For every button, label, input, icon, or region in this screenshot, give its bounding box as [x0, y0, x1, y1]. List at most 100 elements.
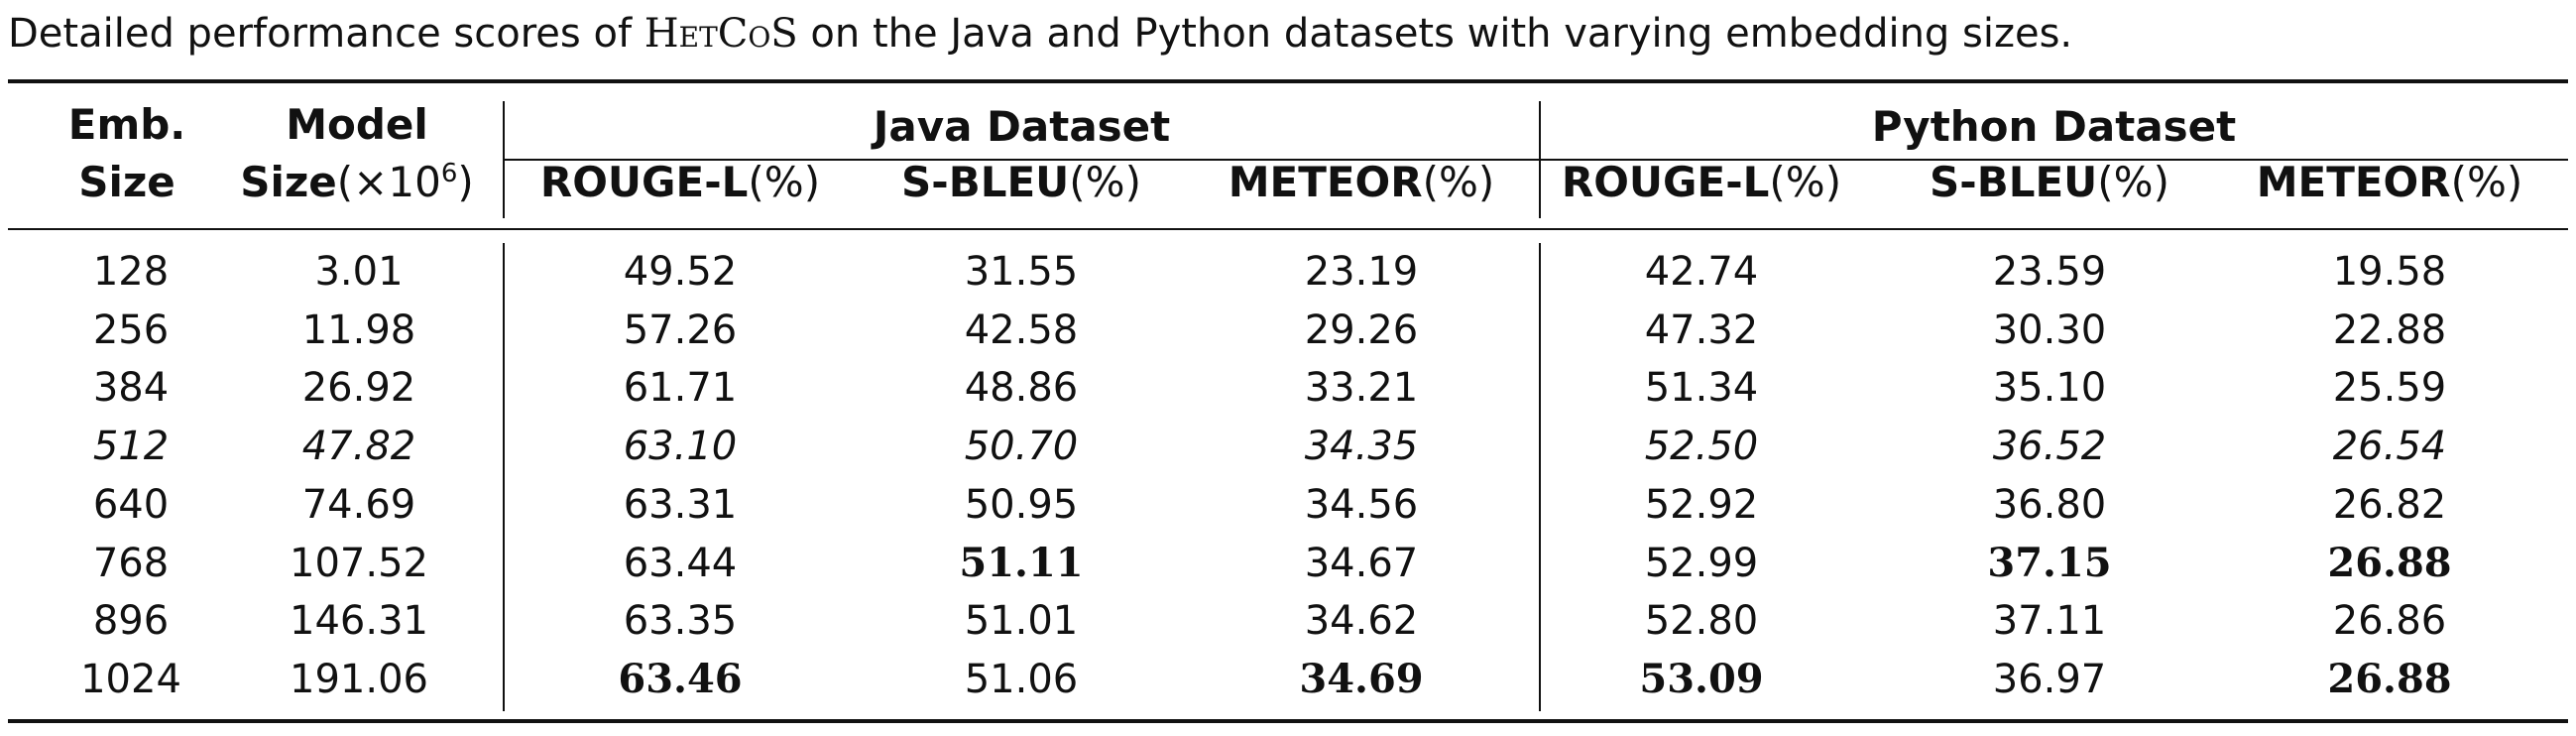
cell-model-size: 47.82: [301, 424, 416, 470]
cell-java-meteor: 23.19: [1304, 249, 1419, 295]
caption-model-name: HetCoS: [644, 11, 798, 57]
cell-model-size: 11.98: [301, 307, 416, 353]
cell-java-s-bleu: 51.06: [964, 656, 1079, 702]
header-model-size-close: ): [457, 158, 474, 206]
cell-java-s-bleu: 50.70: [964, 424, 1079, 470]
header-model-size-word: Size: [240, 158, 337, 206]
header-python-group: Python Dataset: [1871, 102, 2237, 151]
cell-python-s-bleu: 36.97: [1992, 656, 2107, 702]
cell-model-size: 191.06: [290, 656, 428, 702]
cell-java-s-bleu: 31.55: [964, 249, 1079, 295]
cell-java-meteor: 34.67: [1304, 540, 1419, 586]
header-separator-left: [503, 101, 505, 218]
cell-java-rouge-l: 49.52: [623, 249, 738, 295]
cell-emb-size: 256: [92, 307, 170, 353]
cell-python-rouge-l: 52.99: [1644, 540, 1759, 586]
cell-model-size: 3.01: [314, 249, 404, 295]
cell-java-s-bleu: 51.01: [964, 598, 1079, 645]
java-group-rule: [504, 159, 1540, 161]
header-model-size-exponent: 6: [440, 159, 458, 188]
cell-python-s-bleu: 35.10: [1992, 365, 2107, 412]
cell-java-meteor: 29.26: [1304, 307, 1419, 353]
cell-model-size: 26.92: [301, 365, 416, 412]
cell-python-meteor: 26.86: [2332, 598, 2447, 645]
header-metric-name: S-BLEU: [1930, 158, 2098, 206]
cell-python-rouge-l: 52.92: [1644, 481, 1759, 528]
header-metric-java-rouge-l: ROUGE-L(%): [522, 157, 839, 208]
cell-python-rouge-l: 52.50: [1644, 424, 1759, 470]
cell-python-s-bleu: 23.59: [1992, 249, 2107, 295]
header-model-line2: Size(×106): [228, 157, 486, 208]
top-rule: [8, 79, 2568, 83]
cell-python-s-bleu: 37.15: [1987, 539, 2112, 586]
cell-emb-size: 384: [92, 365, 170, 412]
cell-python-rouge-l: 47.32: [1644, 307, 1759, 353]
cell-java-rouge-l: 61.71: [623, 365, 738, 412]
body-separator-middle: [1539, 243, 1541, 711]
cell-java-rouge-l: 63.35: [623, 598, 738, 645]
header-metric-java-s-bleu: S-BLEU(%): [863, 157, 1180, 208]
header-metric-unit: (%): [1422, 158, 1495, 206]
header-separator-middle: [1539, 101, 1541, 218]
cell-java-rouge-l: 63.44: [623, 540, 738, 586]
cell-model-size: 74.69: [301, 481, 416, 528]
header-metric-name: METEOR: [1228, 158, 1423, 206]
cell-emb-size: 640: [92, 481, 170, 528]
cell-java-meteor: 34.62: [1304, 598, 1419, 645]
header-rule: [8, 228, 2568, 230]
cell-java-s-bleu: 50.95: [964, 481, 1079, 528]
header-metric-java-meteor: METEOR(%): [1203, 157, 1520, 208]
header-metric-python-rouge-l: ROUGE-L(%): [1543, 157, 1860, 208]
header-java-group: Java Dataset: [873, 102, 1171, 151]
cell-emb-size: 128: [92, 249, 170, 295]
cell-python-meteor: 26.88: [2327, 655, 2452, 702]
header-metric-name: METEOR: [2256, 158, 2451, 206]
header-metric-python-s-bleu: S-BLEU(%): [1891, 157, 2208, 208]
cell-java-rouge-l: 57.26: [623, 307, 738, 353]
header-metric-unit: (%): [2097, 158, 2169, 206]
cell-emb-size: 512: [92, 424, 170, 470]
header-metric-name: S-BLEU: [901, 158, 1070, 206]
header-model-size: Model Size(×106): [228, 99, 486, 208]
header-metric-unit: (%): [748, 158, 821, 206]
cell-java-rouge-l: 63.10: [623, 424, 738, 470]
cell-java-meteor: 34.56: [1304, 481, 1419, 528]
cell-java-s-bleu: 51.11: [959, 539, 1084, 586]
cell-emb-size: 1024: [80, 656, 181, 702]
header-metric-unit: (%): [2450, 158, 2523, 206]
header-model-line1: Model: [286, 100, 428, 149]
header-emb-line1: Emb.: [67, 100, 186, 149]
cell-python-s-bleu: 30.30: [1992, 307, 2107, 353]
cell-java-s-bleu: 48.86: [964, 365, 1079, 412]
cell-model-size: 146.31: [290, 598, 428, 645]
header-metric-name: ROUGE-L: [539, 158, 749, 206]
caption-text-before: Detailed performance scores of: [8, 11, 644, 57]
python-group-rule: [1540, 159, 2568, 161]
cell-emb-size: 768: [92, 540, 170, 586]
cell-java-s-bleu: 42.58: [964, 307, 1079, 353]
cell-model-size: 107.52: [290, 540, 428, 586]
cell-python-rouge-l: 42.74: [1644, 249, 1759, 295]
cell-python-meteor: 26.88: [2327, 539, 2452, 586]
cell-java-meteor: 34.35: [1304, 424, 1419, 470]
cell-java-meteor: 33.21: [1304, 365, 1419, 412]
cell-python-rouge-l: 52.80: [1644, 598, 1759, 645]
cell-python-meteor: 22.88: [2332, 307, 2447, 353]
header-metric-unit: (%): [1069, 158, 1141, 206]
cell-java-rouge-l: 63.46: [618, 655, 743, 702]
header-emb-line2: Size: [78, 158, 176, 206]
header-metric-name: ROUGE-L: [1561, 158, 1770, 206]
header-emb-size: Emb. Size: [48, 99, 206, 208]
caption-text-after: on the Java and Python datasets with var…: [797, 11, 2073, 57]
cell-python-meteor: 26.54: [2332, 424, 2447, 470]
header-metric-python-meteor: METEOR(%): [2231, 157, 2548, 208]
cell-python-s-bleu: 36.80: [1992, 481, 2107, 528]
table-caption: Detailed performance scores of HetCoS on…: [8, 8, 2072, 60]
bottom-rule: [8, 719, 2568, 723]
cell-python-s-bleu: 37.11: [1992, 598, 2107, 645]
cell-python-meteor: 19.58: [2332, 249, 2447, 295]
cell-python-s-bleu: 36.52: [1992, 424, 2107, 470]
cell-python-meteor: 25.59: [2332, 365, 2447, 412]
cell-python-rouge-l: 51.34: [1644, 365, 1759, 412]
cell-python-meteor: 26.82: [2332, 481, 2447, 528]
